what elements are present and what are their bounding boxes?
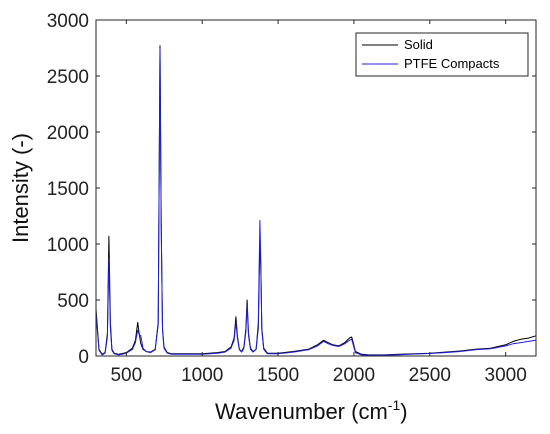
legend-box (355, 32, 529, 77)
y-axis-title: Intensity (-) (8, 133, 33, 243)
series-line-1 (95, 48, 537, 356)
y-tick-label: 500 (57, 291, 89, 312)
x-tick-label: 1000 (181, 365, 223, 386)
y-tick-label: 1000 (47, 235, 89, 256)
x-tick-label: 3000 (485, 365, 527, 386)
plot-area (95, 45, 537, 356)
x-axis-title: Wavenumber (cm-1) (215, 397, 408, 424)
x-tick-label: 2000 (333, 365, 375, 386)
y-tick-label: 0 (78, 347, 89, 368)
x-axis: 500 1000 1500 2000 2500 3000 (110, 20, 527, 386)
y-tick-label: 2500 (47, 67, 89, 88)
y-tick-label: 3000 (47, 11, 89, 32)
legend: Solid PTFE Compacts (355, 32, 529, 77)
legend-label-ptfe: PTFE Compacts (404, 56, 500, 71)
y-tick-label: 1500 (47, 179, 89, 200)
x-tick-label: 2500 (409, 365, 451, 386)
legend-label-solid: Solid (404, 37, 433, 52)
y-axis: 0 500 1000 1500 2000 2500 3000 (47, 11, 536, 368)
x-tick-label: 1500 (257, 365, 299, 386)
y-tick-label: 2000 (47, 123, 89, 144)
x-tick-label: 500 (110, 365, 142, 386)
